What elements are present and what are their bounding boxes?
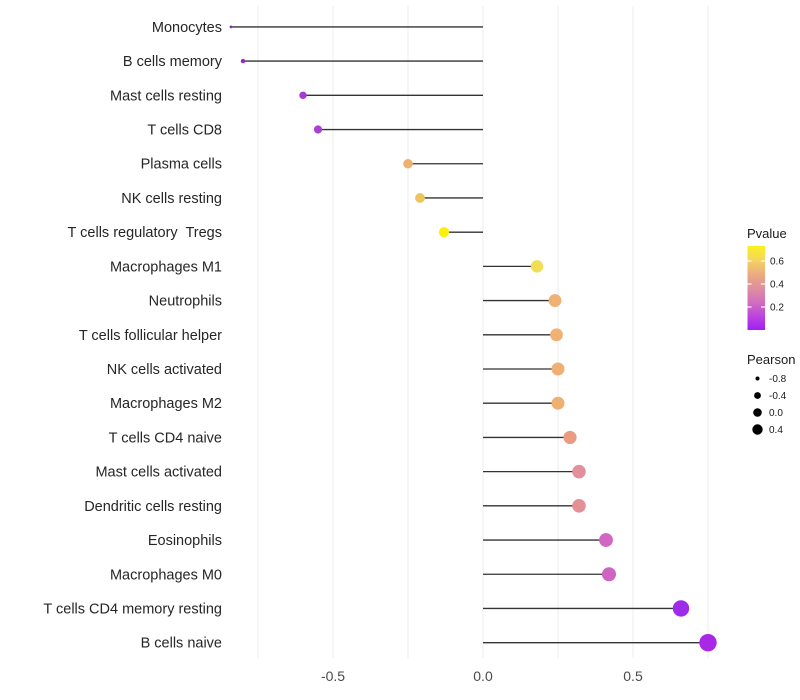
pvalue-colorbar bbox=[747, 246, 765, 330]
x-axis-tick-label: 0.5 bbox=[623, 668, 643, 684]
legend-size-label: -0.8 bbox=[769, 374, 787, 385]
y-axis-label: Neutrophils bbox=[149, 294, 222, 310]
data-point bbox=[548, 294, 562, 307]
colorbar-tick-label: 0.4 bbox=[770, 280, 784, 291]
y-axis-label: Eosinophils bbox=[148, 533, 222, 549]
y-axis-label: T cells follicular helper bbox=[79, 328, 222, 344]
y-axis-label: T cells CD4 memory resting bbox=[43, 601, 222, 617]
y-axis-label: T cells CD4 naive bbox=[109, 430, 222, 446]
y-axis-label: B cells memory bbox=[123, 54, 223, 70]
data-point bbox=[229, 25, 233, 29]
data-point bbox=[563, 430, 577, 445]
legend-size-dot bbox=[754, 392, 761, 399]
y-axis-label: Monocytes bbox=[152, 20, 222, 36]
legend-size-label: -0.4 bbox=[769, 391, 787, 402]
legend-size-label: 0.4 bbox=[769, 425, 783, 436]
y-axis-label: T cells regulatory Tregs bbox=[68, 225, 222, 241]
data-point bbox=[572, 499, 586, 513]
y-axis-label: Mast cells resting bbox=[110, 88, 222, 104]
data-point bbox=[438, 227, 450, 238]
y-axis-label: T cells CD8 bbox=[147, 123, 222, 139]
data-point bbox=[403, 158, 413, 169]
data-point bbox=[313, 125, 323, 134]
y-axis-label: Dendritic cells resting bbox=[84, 499, 222, 515]
data-point bbox=[599, 533, 613, 547]
y-axis-label: Macrophages M1 bbox=[110, 259, 222, 275]
data-point bbox=[551, 362, 565, 376]
y-axis-label: Macrophages M0 bbox=[110, 567, 222, 583]
data-point bbox=[672, 600, 690, 617]
legend-size-label: 0.0 bbox=[769, 408, 783, 419]
legend-pearson-title: Pearson bbox=[747, 352, 795, 367]
colorbar-tick-label: 0.6 bbox=[770, 257, 784, 268]
y-axis-label: NK cells resting bbox=[121, 191, 222, 207]
y-axis-label: Plasma cells bbox=[141, 157, 222, 173]
data-point bbox=[602, 567, 616, 582]
y-axis-label: Mast cells activated bbox=[95, 465, 222, 481]
legend-size-dot bbox=[755, 376, 760, 381]
data-point bbox=[299, 91, 307, 100]
colorbar-tick-label: 0.2 bbox=[770, 303, 784, 314]
legend-size-dot bbox=[753, 408, 762, 417]
y-axis-label: Macrophages M2 bbox=[110, 396, 222, 412]
data-point bbox=[699, 633, 717, 652]
data-point bbox=[550, 328, 563, 342]
legend-pvalue-title: Pvalue bbox=[747, 226, 787, 241]
y-axis-label: NK cells activated bbox=[107, 362, 222, 378]
data-point bbox=[572, 464, 586, 479]
data-point bbox=[551, 396, 565, 410]
x-axis-tick-label: -0.5 bbox=[321, 668, 345, 684]
data-point bbox=[415, 193, 425, 203]
y-axis-label: B cells naive bbox=[141, 636, 222, 652]
x-axis-tick-label: 0.0 bbox=[473, 668, 493, 684]
data-point bbox=[240, 58, 246, 64]
data-point bbox=[530, 260, 544, 273]
legend-size-dot bbox=[752, 424, 763, 435]
